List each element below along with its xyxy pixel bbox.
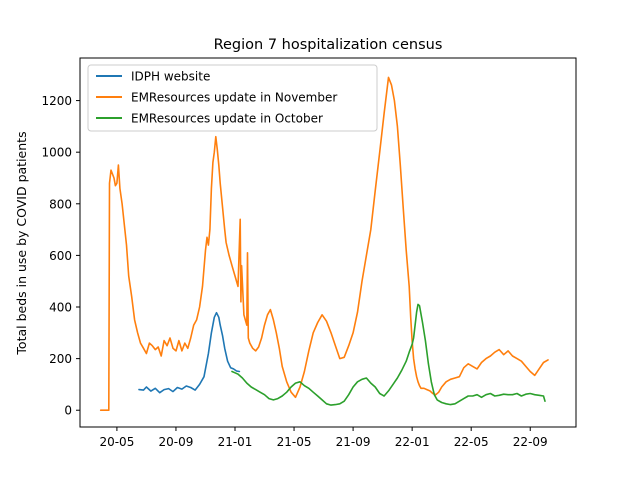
y-tick-label: 1000 [41, 146, 72, 160]
series-line-2 [231, 303, 546, 406]
x-tick-label: 20-09 [159, 435, 194, 449]
legend-label-0: IDPH website [131, 70, 210, 84]
x-tick-label: 21-05 [277, 435, 312, 449]
legend-label-2: EMResources update in October [131, 112, 323, 126]
legend-label-1: EMResources update in November [131, 91, 337, 105]
legend-box [87, 64, 378, 132]
series-layer [99, 76, 549, 411]
chart-title: Region 7 hospitalization census [214, 37, 443, 53]
y-tick-label: 400 [49, 301, 72, 315]
x-tick-label: 22-05 [454, 435, 489, 449]
x-tick-label: 20-05 [99, 435, 134, 449]
x-tick-label: 21-01 [218, 435, 253, 449]
y-axis-label: Total beds in use by COVID patients [14, 131, 29, 355]
y-tick-label: 200 [49, 352, 72, 366]
y-tick-label: 0 [64, 404, 72, 418]
legend: IDPH website EMResources update in Novemb… [87, 64, 378, 132]
y-tick-label: 800 [49, 197, 72, 211]
plot-frame [79, 57, 577, 428]
x-tick-label: 22-01 [395, 435, 430, 449]
series-line-1 [99, 76, 549, 411]
x-axis: 20-05 20-09 21-01 21-05 21-09 22-01 22-05 22-09 [99, 427, 548, 449]
y-tick-label: 600 [49, 249, 72, 263]
y-axis: 0 200 400 600 800 1000 1200 [41, 94, 80, 418]
x-tick-label: 21-09 [336, 435, 371, 449]
series-line-0 [138, 311, 241, 394]
y-tick-label: 1200 [41, 94, 72, 108]
x-tick-label: 22-09 [513, 435, 548, 449]
